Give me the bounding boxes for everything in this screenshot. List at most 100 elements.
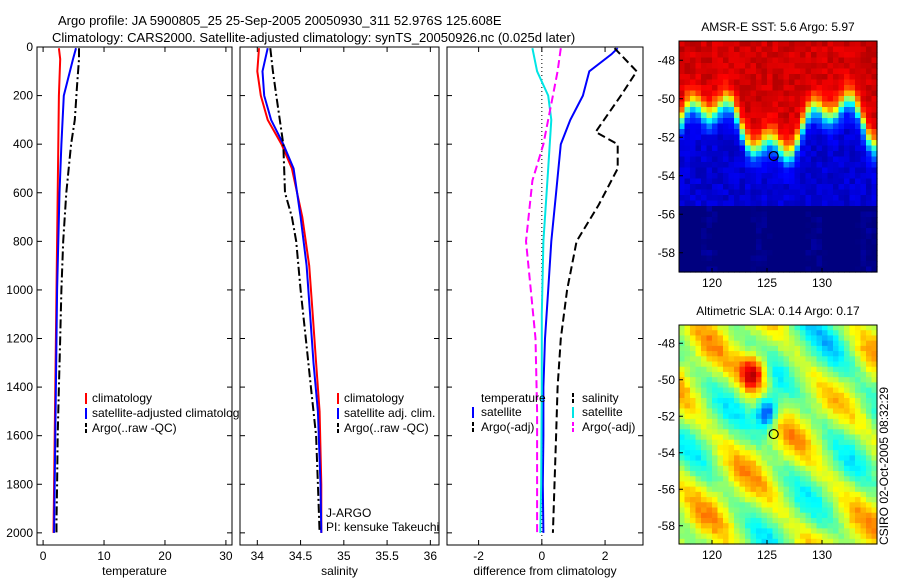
heatmap-cell	[783, 90, 790, 97]
heatmap-cell	[761, 413, 768, 420]
heatmap-cell	[849, 361, 856, 368]
heatmap-cell	[822, 434, 829, 441]
heatmap-cell	[855, 398, 862, 404]
heatmap-cell	[767, 460, 774, 467]
heatmap-cell	[800, 340, 807, 347]
heatmap-cell	[855, 424, 862, 430]
heatmap-cell	[739, 481, 746, 488]
heatmap-cell	[778, 228, 785, 235]
heatmap-cell	[833, 79, 840, 86]
heatmap-cell	[756, 162, 763, 169]
heatmap-cell	[789, 195, 796, 202]
heatmap-cell	[860, 382, 867, 389]
y-tick-label: -56	[658, 482, 676, 496]
heatmap-cell	[706, 340, 713, 347]
heatmap-cell	[816, 233, 823, 240]
heatmap-cell	[717, 340, 724, 347]
heatmap-cell	[838, 167, 845, 174]
heatmap-cell	[827, 476, 834, 483]
heatmap-cell	[761, 123, 768, 130]
heatmap-cell	[860, 325, 867, 331]
heatmap-cell	[822, 118, 829, 125]
heatmap-cell	[745, 439, 752, 446]
heatmap-cell	[761, 140, 768, 147]
heatmap-cell	[783, 512, 790, 519]
heatmap-cell	[756, 90, 763, 97]
heatmap-cell	[701, 145, 708, 152]
heatmap-cell	[871, 151, 878, 158]
heatmap-cell	[789, 460, 796, 467]
heatmap-cell	[690, 392, 697, 399]
heatmap-cell	[728, 96, 735, 103]
heatmap-cell	[827, 96, 834, 103]
heatmap-cell	[794, 439, 801, 446]
heatmap-cell	[756, 408, 763, 415]
heatmap-cell	[860, 403, 867, 410]
heatmap-cell	[800, 52, 807, 59]
heatmap-cell	[723, 173, 730, 180]
heatmap-cell	[706, 408, 713, 415]
heatmap-cell	[772, 57, 779, 64]
heatmap-cell	[849, 189, 856, 196]
heatmap-cell	[822, 74, 829, 81]
heatmap-cell	[684, 57, 691, 64]
heatmap-cell	[745, 345, 752, 352]
heatmap-cell	[734, 233, 741, 240]
heatmap-cell	[772, 222, 779, 229]
heatmap-cell	[723, 424, 730, 430]
heatmap-cell	[778, 424, 785, 430]
heatmap-cell	[756, 528, 763, 535]
heatmap-cell	[860, 74, 867, 81]
heatmap-cell	[822, 481, 829, 488]
heatmap-cell	[728, 424, 735, 430]
heatmap-cell	[789, 233, 796, 240]
heatmap-cell	[794, 85, 801, 92]
heatmap-cell	[855, 134, 862, 141]
heatmap-cell	[778, 434, 785, 441]
heatmap-cell	[761, 63, 768, 70]
heatmap-cell	[822, 101, 829, 108]
heatmap-cell	[750, 377, 757, 383]
heatmap-cell	[739, 418, 746, 425]
heatmap-cell	[695, 151, 702, 158]
heatmap-cell	[712, 502, 719, 509]
heatmap-cell	[822, 57, 829, 64]
heatmap-cell	[706, 418, 713, 425]
heatmap-cell	[690, 351, 697, 357]
heatmap-cell	[761, 455, 768, 462]
heatmap-cell	[827, 408, 834, 415]
heatmap-cell	[860, 255, 867, 262]
heatmap-cell	[805, 79, 812, 86]
heatmap-cell	[756, 118, 763, 125]
heatmap-cell	[712, 68, 719, 75]
heatmap-cell	[772, 195, 779, 202]
heatmap-cell	[750, 255, 757, 262]
heatmap-cell	[816, 151, 823, 158]
heatmap-cell	[739, 167, 746, 174]
heatmap-cell	[750, 418, 757, 425]
heatmap-cell	[783, 233, 790, 240]
heatmap-cell	[822, 345, 829, 352]
heatmap-cell	[816, 145, 823, 152]
heatmap-cell	[800, 266, 807, 273]
heatmap-cell	[701, 434, 708, 441]
heatmap-cell	[728, 444, 735, 451]
heatmap-cell	[728, 392, 735, 399]
heatmap-cell	[772, 345, 779, 352]
heatmap-cell	[844, 261, 851, 268]
heatmap-cell	[717, 345, 724, 352]
heatmap-cell	[756, 455, 763, 462]
heatmap-cell	[695, 465, 702, 472]
heatmap-cell	[838, 140, 845, 147]
heatmap-cell	[866, 200, 873, 207]
heatmap-cell	[822, 255, 829, 262]
heatmap-cell	[695, 184, 702, 191]
heatmap-cell	[728, 497, 735, 503]
heatmap-cell	[855, 52, 862, 59]
heatmap-cell	[679, 512, 686, 519]
heatmap-cell	[728, 486, 735, 493]
heatmap-cell	[701, 523, 708, 529]
heatmap-cell	[866, 377, 873, 383]
heatmap-cell	[734, 151, 741, 158]
heatmap-cell	[712, 335, 719, 342]
